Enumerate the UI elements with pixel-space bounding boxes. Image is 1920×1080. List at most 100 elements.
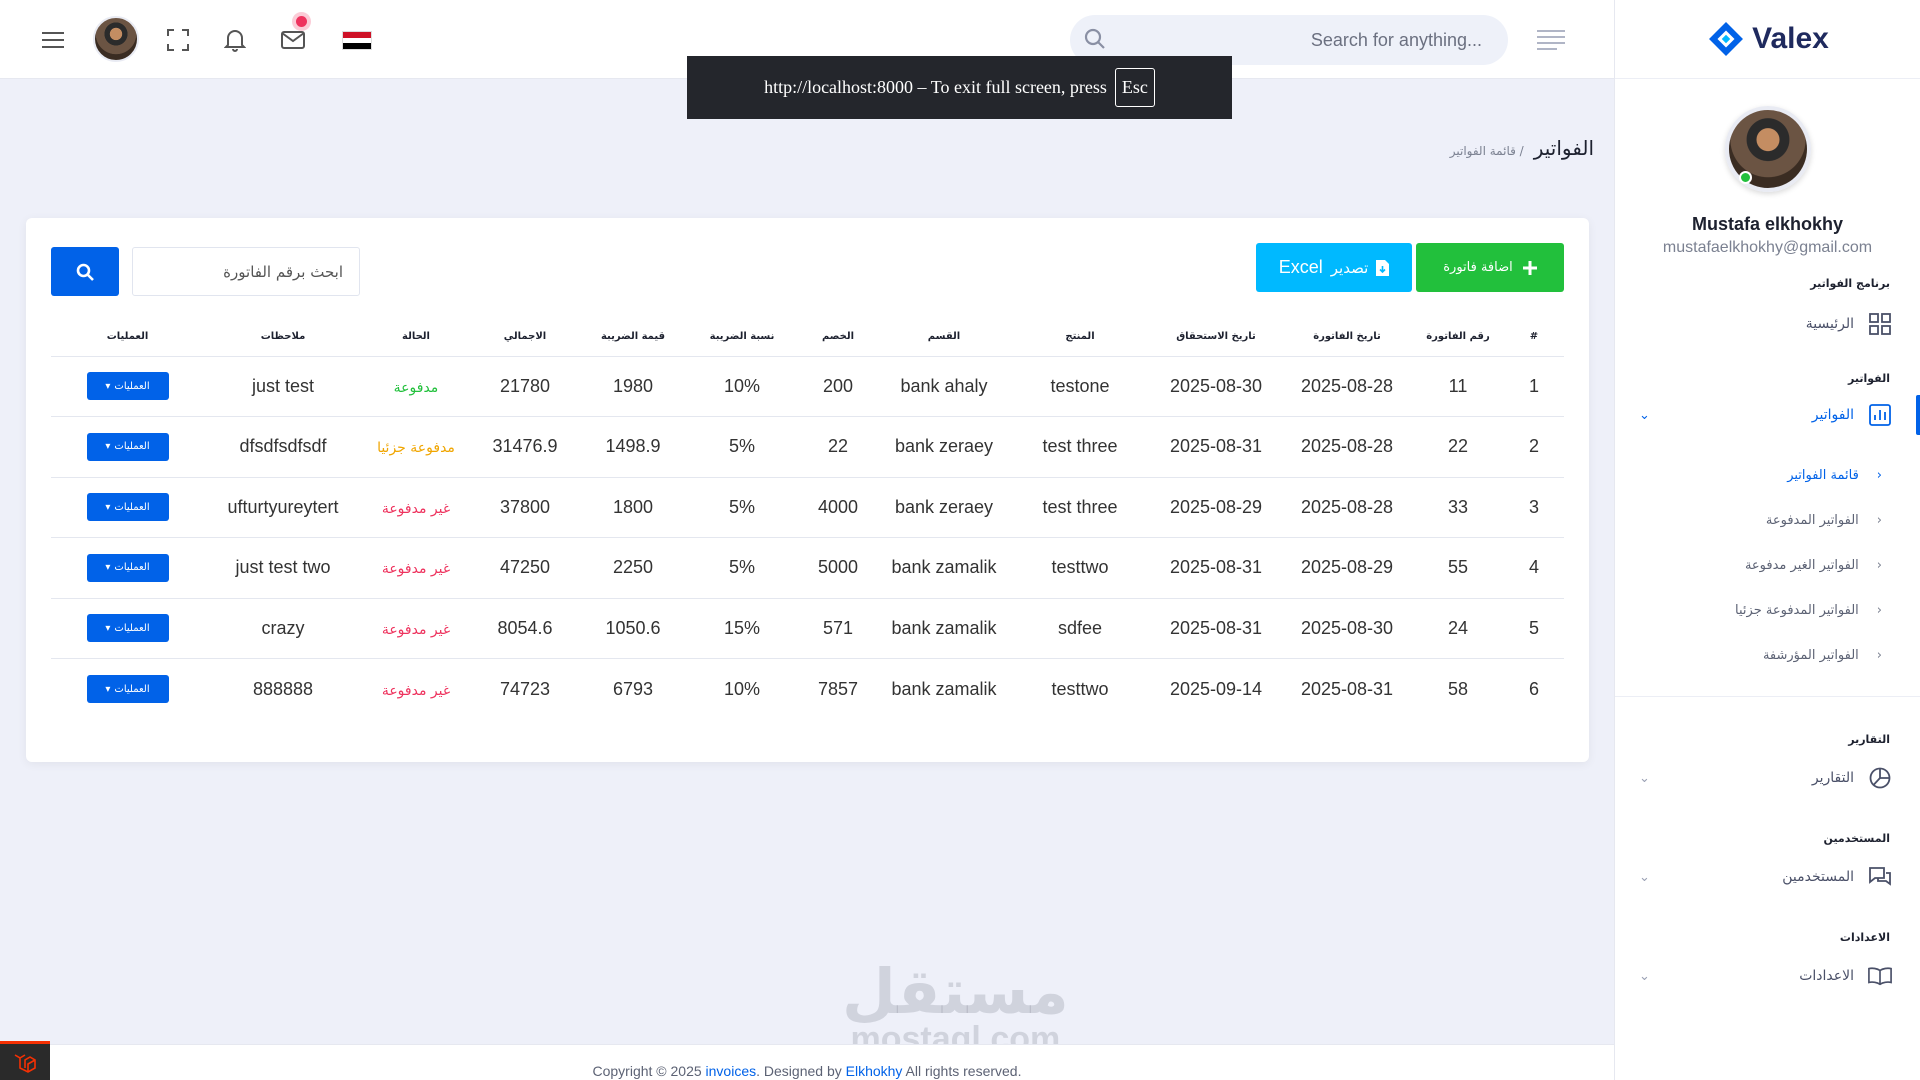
- cell-status: مدفوعة: [362, 356, 470, 417]
- brand-logo[interactable]: Valex: [1615, 0, 1920, 79]
- cell-rate: 5%: [686, 537, 798, 599]
- cell-idx: 3: [1504, 477, 1564, 538]
- sidebar-sub-archived[interactable]: ‹ الفواتير المؤرشفة: [1615, 633, 1920, 678]
- cell-total: 47250: [470, 537, 580, 599]
- breadcrumb-current[interactable]: / قائمة الفواتير: [1449, 144, 1524, 158]
- cell-note: dfsdfsdfsdf: [204, 416, 362, 478]
- footer-app-link[interactable]: invoices: [705, 1063, 757, 1079]
- cell-inv-date: 2025-08-28: [1282, 356, 1412, 417]
- table-row: 5 24 2025-08-30 2025-08-31 sdfee bank zamalik…: [51, 598, 1564, 659]
- mail-icon[interactable]: [275, 22, 311, 58]
- cell-total: 37800: [470, 477, 580, 538]
- user-avatar[interactable]: [1724, 106, 1811, 192]
- chevron-down-icon: ⌄: [1639, 869, 1650, 885]
- table-row: 1 11 2025-08-28 2025-08-30 testone bank ahaly…: [51, 356, 1564, 417]
- sidebar-item-invoices[interactable]: الفواتير ⌄: [1615, 395, 1920, 435]
- footer-prefix: Copyright © 2025: [592, 1063, 706, 1079]
- actions-label: العمليات: [114, 441, 150, 453]
- fullscreen-notice: http://localhost:8000 – To exit full scr…: [687, 56, 1232, 119]
- cell-num: 58: [1447, 678, 1469, 699]
- col-header: الاجمالي: [470, 318, 580, 357]
- sidebar-sub-paid[interactable]: ‹ الفواتير المدفوعة: [1615, 498, 1920, 543]
- actions-dropdown-button[interactable]: العمليات ▾: [86, 553, 169, 582]
- status-badge: مدفوعة: [393, 379, 439, 396]
- export-excel-button[interactable]: تصدير Excel: [1256, 243, 1412, 292]
- cell-section: bank zamalik: [878, 598, 1010, 659]
- cell-status: غير مدفوعة: [362, 659, 470, 720]
- cell-note: 888888: [252, 678, 314, 699]
- cell-num: 55: [1412, 537, 1504, 599]
- laravel-debug-icon[interactable]: [0, 1041, 50, 1080]
- sidebar-sub-label: قائمة الفواتير: [1787, 468, 1859, 483]
- esc-key: Esc: [1114, 68, 1155, 107]
- sidebar-sub-unpaid[interactable]: ‹ الفواتير الغير مدفوعة: [1615, 543, 1920, 588]
- egypt-flag-icon[interactable]: [342, 31, 372, 50]
- menu-toggle-icon[interactable]: [35, 22, 71, 58]
- cell-note: ufturtyureytert: [204, 477, 362, 538]
- watermark-arabic: مستقل: [842, 955, 1069, 1028]
- invoices-card: اضافة فاتورة تصدير Excel # رقم الفاتورة …: [26, 218, 1589, 762]
- global-search: [1070, 15, 1508, 65]
- chevron-down-icon: ⌄: [1639, 407, 1650, 423]
- col-header: الخصم: [798, 318, 878, 357]
- cell-inv-date: 2025-08-28: [1282, 416, 1412, 478]
- section-users: المستخدمين: [1823, 832, 1890, 845]
- search-icon[interactable]: [1084, 28, 1106, 54]
- cell-section: bank zamalik: [891, 678, 997, 699]
- col-header: المنتج: [1010, 318, 1150, 357]
- table-row: 4 55 2025-08-29 2025-08-31 testtwo bank zamal…: [51, 537, 1564, 599]
- cell-num: 24: [1412, 598, 1504, 659]
- cell-discount: 4000: [798, 477, 878, 538]
- sidebar-item-reports[interactable]: التقارير ⌄: [1615, 758, 1920, 798]
- right-menu-icon[interactable]: [1537, 28, 1565, 54]
- actions-dropdown-button[interactable]: العمليات ▾: [86, 372, 169, 401]
- brand-name: Valex: [1752, 22, 1829, 55]
- sidebar-item-users[interactable]: المستخدمين ⌄: [1615, 857, 1920, 897]
- add-invoice-button[interactable]: اضافة فاتورة: [1416, 243, 1564, 292]
- footer-author-link[interactable]: Elkhokhy: [845, 1063, 903, 1079]
- invoice-search-button[interactable]: [51, 247, 119, 296]
- cell-section: bank ahaly: [878, 356, 1010, 417]
- status-badge: غير مدفوعة: [381, 682, 451, 699]
- sidebar-sub-label: الفواتير الغير مدفوعة: [1744, 558, 1859, 573]
- sidebar-item-label: الاعدادات: [1799, 968, 1854, 984]
- actions-label: العمليات: [114, 622, 150, 634]
- bell-icon[interactable]: [217, 22, 253, 58]
- global-search-input[interactable]: [1142, 28, 1482, 52]
- cell-note: just test two: [204, 537, 362, 599]
- chevron-left-icon: ‹: [1876, 513, 1882, 528]
- cell-section: bank zamalik: [878, 537, 1010, 599]
- chevron-left-icon: ‹: [1876, 648, 1882, 663]
- header-avatar[interactable]: [93, 16, 139, 62]
- sidebar-sub-invoice-list[interactable]: ‹ قائمة الفواتير: [1615, 453, 1920, 498]
- chevron-down-icon: ⌄: [1639, 968, 1650, 984]
- cell-due-date: 2025-08-30: [1150, 356, 1282, 417]
- actions-dropdown-button[interactable]: العمليات ▾: [86, 432, 169, 461]
- cell-idx: 4: [1504, 537, 1564, 599]
- actions-dropdown-button[interactable]: العمليات ▾: [86, 493, 169, 522]
- cell-product: test three: [1010, 416, 1150, 478]
- breadcrumb: الفواتير / قائمة الفواتير: [1450, 136, 1594, 160]
- sidebar-item-home[interactable]: الرئيسية: [1615, 304, 1920, 344]
- chevron-left-icon: ‹: [1876, 558, 1882, 573]
- cell-num: 22: [1412, 416, 1504, 478]
- cell-section: bank zeraey: [878, 416, 1010, 478]
- section-program: برنامج الفواتير: [1810, 277, 1890, 290]
- cell-idx: 1: [1504, 356, 1564, 417]
- chevron-down-icon: ⌄: [1639, 770, 1650, 786]
- cell-tax: 1800: [580, 477, 686, 538]
- sidebar-sub-partial[interactable]: ‹ الفواتير المدفوعة جزئيا: [1615, 588, 1920, 633]
- cell-due-date: 2025-09-14: [1169, 678, 1263, 699]
- cell-num: 11: [1412, 356, 1504, 417]
- sidebar-item-settings[interactable]: الاعدادات ⌄: [1615, 956, 1920, 996]
- fullscreen-icon[interactable]: [160, 22, 196, 58]
- chevron-left-icon: ‹: [1876, 468, 1882, 483]
- valex-logo-icon: [1709, 22, 1744, 56]
- cell-inv-date: 2025-08-29: [1282, 537, 1412, 599]
- invoice-number-search-input[interactable]: [132, 247, 360, 296]
- cell-tax: 2250: [580, 537, 686, 599]
- active-indicator: [1916, 395, 1920, 435]
- actions-dropdown-button[interactable]: العمليات ▾: [86, 675, 169, 703]
- footer: Copyright © 2025 invoices. Designed by E…: [0, 1044, 1614, 1080]
- actions-dropdown-button[interactable]: العمليات ▾: [86, 614, 169, 643]
